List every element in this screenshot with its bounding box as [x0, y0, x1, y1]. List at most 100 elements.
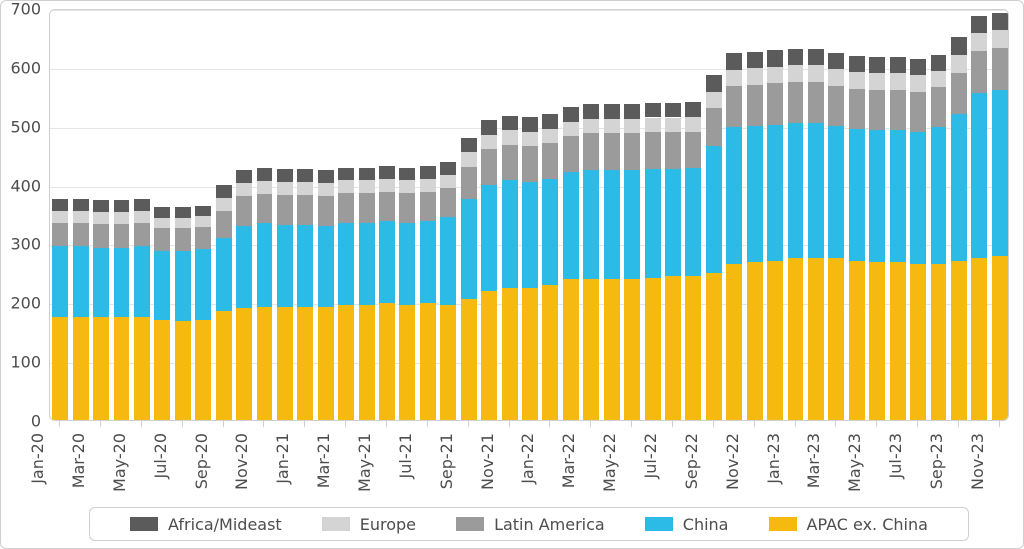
bar-segment — [971, 16, 987, 34]
bar — [154, 9, 170, 420]
x-tick-mark — [917, 421, 918, 427]
bar-segment — [645, 103, 661, 118]
bar — [604, 9, 620, 420]
bar — [624, 9, 640, 420]
bar-segment — [726, 70, 742, 86]
bar-segment — [992, 30, 1008, 48]
legend-label: Latin America — [494, 515, 605, 534]
x-tick-label: Jul-20 — [151, 433, 170, 495]
legend-item: Latin America — [456, 515, 605, 534]
legend-label: Africa/Mideast — [168, 515, 282, 534]
bar-segment — [685, 168, 701, 276]
x-tick-mark — [468, 421, 469, 427]
bar-segment — [890, 130, 906, 262]
bar-segment — [685, 117, 701, 132]
bar-segment — [583, 119, 599, 134]
x-tick-mark — [59, 421, 60, 427]
bar-segment — [542, 129, 558, 144]
bar-segment — [767, 67, 783, 83]
bar — [461, 9, 477, 420]
legend-label: APAC ex. China — [807, 515, 928, 534]
bar-segment — [440, 305, 456, 420]
legend-swatch — [769, 517, 797, 531]
bar-segment — [788, 123, 804, 258]
x-tick-label: Jan-22 — [518, 433, 537, 495]
bar-segment — [114, 224, 130, 248]
bar-segment — [399, 305, 415, 420]
bar-segment — [195, 320, 211, 420]
bar-segment — [93, 212, 109, 224]
x-tick-label: Jul-21 — [396, 433, 415, 495]
bar-segment — [726, 264, 742, 420]
bar — [849, 9, 865, 420]
bar-segment — [461, 199, 477, 299]
bar-segment — [767, 83, 783, 124]
bar-segment — [359, 193, 375, 222]
bar-segment — [461, 138, 477, 153]
bar-segment — [542, 114, 558, 129]
bar-segment — [379, 166, 395, 179]
bar-segment — [379, 192, 395, 221]
bar-segment — [971, 258, 987, 420]
bar-segment — [931, 264, 947, 420]
x-tick-mark — [263, 421, 264, 427]
bar-segment — [134, 211, 150, 223]
bar — [951, 9, 967, 420]
bar-segment — [134, 317, 150, 420]
bar-segment — [992, 256, 1008, 420]
bar-segment — [93, 248, 109, 317]
x-tick-label: Jan-21 — [273, 433, 292, 495]
bar — [481, 9, 497, 420]
bar-segment — [726, 53, 742, 69]
bar-segment — [808, 49, 824, 65]
bar-segment — [481, 120, 497, 135]
bar-segment — [502, 145, 518, 180]
bar — [379, 9, 395, 420]
bar-segment — [522, 117, 538, 132]
bar-segment — [277, 182, 293, 195]
bar-segment — [645, 118, 661, 133]
bar-segment — [236, 226, 252, 308]
bar-segment — [195, 206, 211, 217]
x-tick-label: May-20 — [110, 433, 129, 495]
bar — [277, 9, 293, 420]
bar-segment — [685, 132, 701, 168]
bar-segment — [318, 196, 334, 225]
bar-segment — [175, 218, 191, 229]
y-tick-label: 100 — [1, 353, 41, 372]
bar-segment — [93, 224, 109, 248]
bar-segment — [563, 136, 579, 171]
bar — [890, 9, 906, 420]
x-tick-label: Sep-20 — [192, 433, 211, 495]
bar-segment — [175, 251, 191, 322]
bar-segment — [788, 82, 804, 123]
bar-segment — [706, 75, 722, 91]
bar — [726, 9, 742, 420]
bar-segment — [849, 129, 865, 261]
y-tick-label: 500 — [1, 117, 41, 136]
bar-segment — [624, 104, 640, 119]
bar-segment — [890, 73, 906, 89]
x-tick-label: Jan-20 — [28, 433, 47, 495]
bar-segment — [154, 218, 170, 229]
bar-segment — [747, 52, 763, 68]
bar-segment — [767, 50, 783, 66]
bar-segment — [420, 166, 436, 179]
bar-segment — [767, 125, 783, 262]
bar — [502, 9, 518, 420]
bar-segment — [175, 321, 191, 420]
bar-segment — [563, 172, 579, 279]
bar-segment — [440, 162, 456, 175]
bar-segment — [951, 55, 967, 73]
bar — [931, 9, 947, 420]
bar-segment — [951, 261, 967, 420]
bar-segment — [890, 57, 906, 73]
bar — [134, 9, 150, 420]
bar-segment — [420, 192, 436, 221]
bar-segment — [665, 169, 681, 276]
bar-segment — [114, 317, 130, 420]
legend-label: China — [683, 515, 729, 534]
bar-segment — [583, 133, 599, 169]
bar-segment — [624, 119, 640, 134]
bar-segment — [338, 223, 354, 305]
